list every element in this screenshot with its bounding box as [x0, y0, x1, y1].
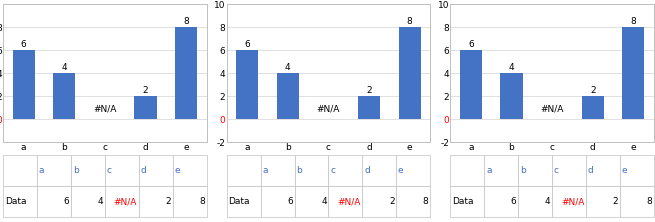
- Text: 2: 2: [590, 86, 595, 95]
- FancyBboxPatch shape: [620, 186, 654, 217]
- Text: 8: 8: [199, 197, 205, 206]
- Text: e: e: [398, 166, 403, 175]
- Text: 2: 2: [143, 86, 148, 95]
- FancyBboxPatch shape: [552, 155, 586, 186]
- FancyBboxPatch shape: [71, 186, 105, 217]
- FancyBboxPatch shape: [396, 186, 430, 217]
- FancyBboxPatch shape: [173, 186, 206, 217]
- Text: a: a: [39, 166, 45, 175]
- FancyBboxPatch shape: [261, 155, 295, 186]
- FancyBboxPatch shape: [37, 186, 71, 217]
- Text: e: e: [174, 166, 180, 175]
- Text: 6: 6: [21, 40, 27, 49]
- Bar: [53, 73, 75, 119]
- FancyBboxPatch shape: [3, 155, 37, 186]
- Text: 8: 8: [407, 17, 413, 26]
- Text: c: c: [553, 166, 559, 175]
- Bar: [358, 96, 381, 119]
- Text: 6: 6: [244, 40, 250, 49]
- Text: d: d: [588, 166, 593, 175]
- Bar: [622, 27, 645, 119]
- FancyBboxPatch shape: [37, 155, 71, 186]
- FancyBboxPatch shape: [295, 186, 329, 217]
- FancyBboxPatch shape: [620, 155, 654, 186]
- Text: d: d: [364, 166, 370, 175]
- Text: #N/A: #N/A: [337, 197, 361, 206]
- Text: #N/A: #N/A: [561, 197, 584, 206]
- FancyBboxPatch shape: [173, 155, 206, 186]
- Text: 6: 6: [287, 197, 293, 206]
- Text: 2: 2: [612, 197, 618, 206]
- Text: Data: Data: [5, 197, 26, 206]
- Text: #N/A: #N/A: [93, 104, 117, 113]
- Text: #N/A: #N/A: [317, 104, 340, 113]
- Text: 6: 6: [64, 197, 69, 206]
- FancyBboxPatch shape: [518, 186, 552, 217]
- FancyBboxPatch shape: [362, 155, 396, 186]
- FancyBboxPatch shape: [227, 155, 261, 186]
- Bar: [398, 27, 421, 119]
- Text: c: c: [107, 166, 111, 175]
- FancyBboxPatch shape: [71, 155, 105, 186]
- Text: 2: 2: [165, 197, 171, 206]
- Text: #N/A: #N/A: [114, 197, 137, 206]
- FancyBboxPatch shape: [586, 155, 620, 186]
- FancyBboxPatch shape: [451, 186, 484, 217]
- Text: Data: Data: [452, 197, 474, 206]
- Text: d: d: [140, 166, 146, 175]
- Text: 4: 4: [321, 197, 327, 206]
- FancyBboxPatch shape: [484, 186, 518, 217]
- Bar: [460, 50, 482, 119]
- Text: #N/A: #N/A: [540, 104, 564, 113]
- Text: 6: 6: [468, 40, 474, 49]
- Bar: [500, 73, 523, 119]
- Text: e: e: [622, 166, 627, 175]
- FancyBboxPatch shape: [362, 186, 396, 217]
- Text: 8: 8: [422, 197, 428, 206]
- FancyBboxPatch shape: [396, 155, 430, 186]
- Text: 6: 6: [511, 197, 517, 206]
- Text: a: a: [486, 166, 491, 175]
- FancyBboxPatch shape: [105, 155, 139, 186]
- Bar: [175, 27, 197, 119]
- FancyBboxPatch shape: [261, 186, 295, 217]
- Bar: [582, 96, 604, 119]
- Text: a: a: [263, 166, 268, 175]
- Text: b: b: [296, 166, 302, 175]
- Text: b: b: [73, 166, 79, 175]
- Text: 8: 8: [630, 17, 636, 26]
- Bar: [236, 50, 259, 119]
- Text: 2: 2: [389, 197, 394, 206]
- FancyBboxPatch shape: [139, 186, 173, 217]
- Bar: [276, 73, 299, 119]
- Text: Data: Data: [229, 197, 250, 206]
- Text: 4: 4: [545, 197, 550, 206]
- FancyBboxPatch shape: [139, 155, 173, 186]
- Text: 8: 8: [646, 197, 652, 206]
- FancyBboxPatch shape: [451, 155, 484, 186]
- FancyBboxPatch shape: [3, 186, 37, 217]
- Text: 4: 4: [285, 63, 291, 72]
- Bar: [134, 96, 157, 119]
- FancyBboxPatch shape: [484, 155, 518, 186]
- FancyBboxPatch shape: [329, 155, 362, 186]
- FancyBboxPatch shape: [105, 186, 139, 217]
- FancyBboxPatch shape: [295, 155, 329, 186]
- FancyBboxPatch shape: [586, 186, 620, 217]
- FancyBboxPatch shape: [518, 155, 552, 186]
- Text: 4: 4: [98, 197, 103, 206]
- Text: 4: 4: [62, 63, 67, 72]
- FancyBboxPatch shape: [329, 186, 362, 217]
- FancyBboxPatch shape: [227, 186, 261, 217]
- Bar: [12, 50, 35, 119]
- Text: 4: 4: [509, 63, 514, 72]
- Text: 8: 8: [183, 17, 189, 26]
- Text: b: b: [520, 166, 525, 175]
- FancyBboxPatch shape: [552, 186, 586, 217]
- Text: c: c: [330, 166, 335, 175]
- Text: 2: 2: [366, 86, 372, 95]
